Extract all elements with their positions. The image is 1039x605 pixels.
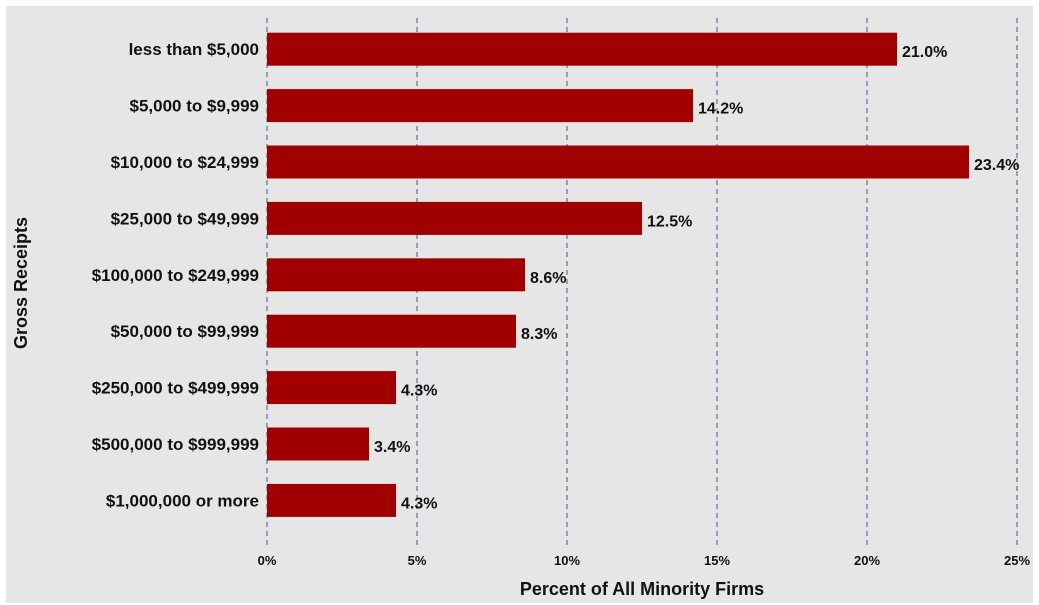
value-label: 21.0% [902,44,947,61]
bar [267,258,525,292]
x-tick-label: 25% [1004,553,1030,568]
category-label: $500,000 to $999,999 [92,435,259,454]
bar [267,201,642,235]
category-label: $250,000 to $499,999 [92,379,259,398]
category-label: $50,000 to $99,999 [111,322,259,341]
value-label: 14.2% [698,101,743,118]
value-label: 8.6% [530,270,566,287]
category-label: less than $5,000 [129,40,259,59]
category-label: $10,000 to $24,999 [111,153,259,172]
category-labels: less than $5,000 $5,000 to $9,999 $10,000 … [92,40,259,510]
bar [267,483,396,517]
bar [267,145,969,179]
x-axis-title: Percent of All Minority Firms [520,579,764,599]
value-label: 23.4% [974,157,1019,174]
category-label: $1,000,000 or more [106,491,259,510]
value-label: 4.3% [401,383,437,400]
category-label: $5,000 to $9,999 [130,97,259,116]
x-tick-label: 15% [704,553,730,568]
x-tick-label: 20% [854,553,880,568]
bars [267,32,969,517]
x-tick-label: 0% [258,553,277,568]
bar [267,314,516,348]
x-tick-labels: 0% 5% 10% 15% 20% 25% [258,553,1031,568]
y-axis-title: Gross Receipts [11,217,31,349]
bar [267,32,897,66]
value-label: 3.4% [374,439,410,456]
bar [267,89,693,123]
category-label: $100,000 to $249,999 [92,266,259,285]
x-tick-label: 5% [408,553,427,568]
value-label: 12.5% [647,213,692,230]
bar [267,371,396,405]
category-label: $25,000 to $49,999 [111,209,259,228]
value-label: 8.3% [521,326,557,343]
bar [267,427,369,461]
value-label: 4.3% [401,495,437,512]
value-labels: 21.0% 14.2% 23.4% 12.5% 8.6% 8.3% 4.3% 3.4% 4.3% [374,44,1019,512]
x-tick-label: 10% [554,553,580,568]
